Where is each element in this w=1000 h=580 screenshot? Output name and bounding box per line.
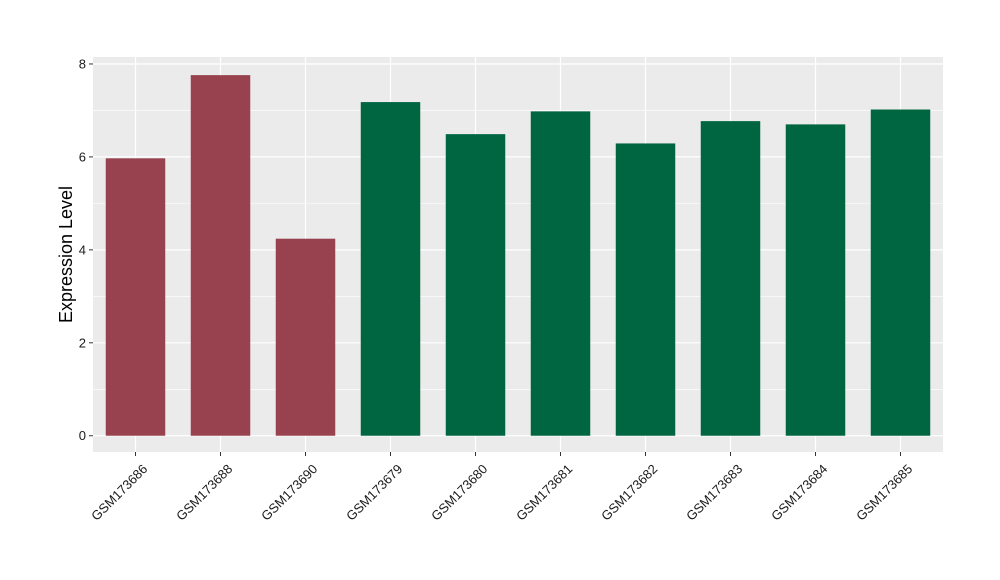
y-tick-label: 8 <box>79 56 86 71</box>
y-tick-label: 4 <box>79 242 86 257</box>
bar-GSM173682 <box>615 143 676 436</box>
y-tick-label: 2 <box>79 335 86 350</box>
x-tick-label: GSM173681 <box>513 461 575 523</box>
x-tick-label: GSM173684 <box>768 461 830 523</box>
bar-GSM173683 <box>700 121 761 436</box>
y-tick-label: 6 <box>79 149 86 164</box>
bar-GSM173688 <box>190 75 251 436</box>
x-tick-label: GSM173679 <box>343 461 405 523</box>
bar-GSM173679 <box>360 102 421 436</box>
bar-GSM173686 <box>105 158 166 436</box>
bar-GSM173684 <box>785 124 846 436</box>
bars <box>105 75 931 436</box>
x-tick-label: GSM173685 <box>853 461 915 523</box>
x-tick-label: GSM173688 <box>173 461 235 523</box>
x-axis: GSM173686 GSM173688 GSM173690 GSM173679 GSM1… <box>88 452 915 524</box>
bar-GSM173685 <box>870 109 931 436</box>
bar-GSM173690 <box>275 238 336 436</box>
x-tick-label: GSM173680 <box>428 461 490 523</box>
y-axis: 0 2 4 6 8 <box>79 56 93 443</box>
x-tick-label: GSM173682 <box>598 461 660 523</box>
bar-GSM173680 <box>445 134 506 436</box>
x-tick-label: GSM173683 <box>683 461 745 523</box>
y-axis-title: Expression Level <box>56 186 76 323</box>
x-tick-label: GSM173686 <box>88 461 150 523</box>
bar-GSM173681 <box>530 111 591 436</box>
y-tick-label: 0 <box>79 428 86 443</box>
x-tick-label: GSM173690 <box>258 461 320 523</box>
